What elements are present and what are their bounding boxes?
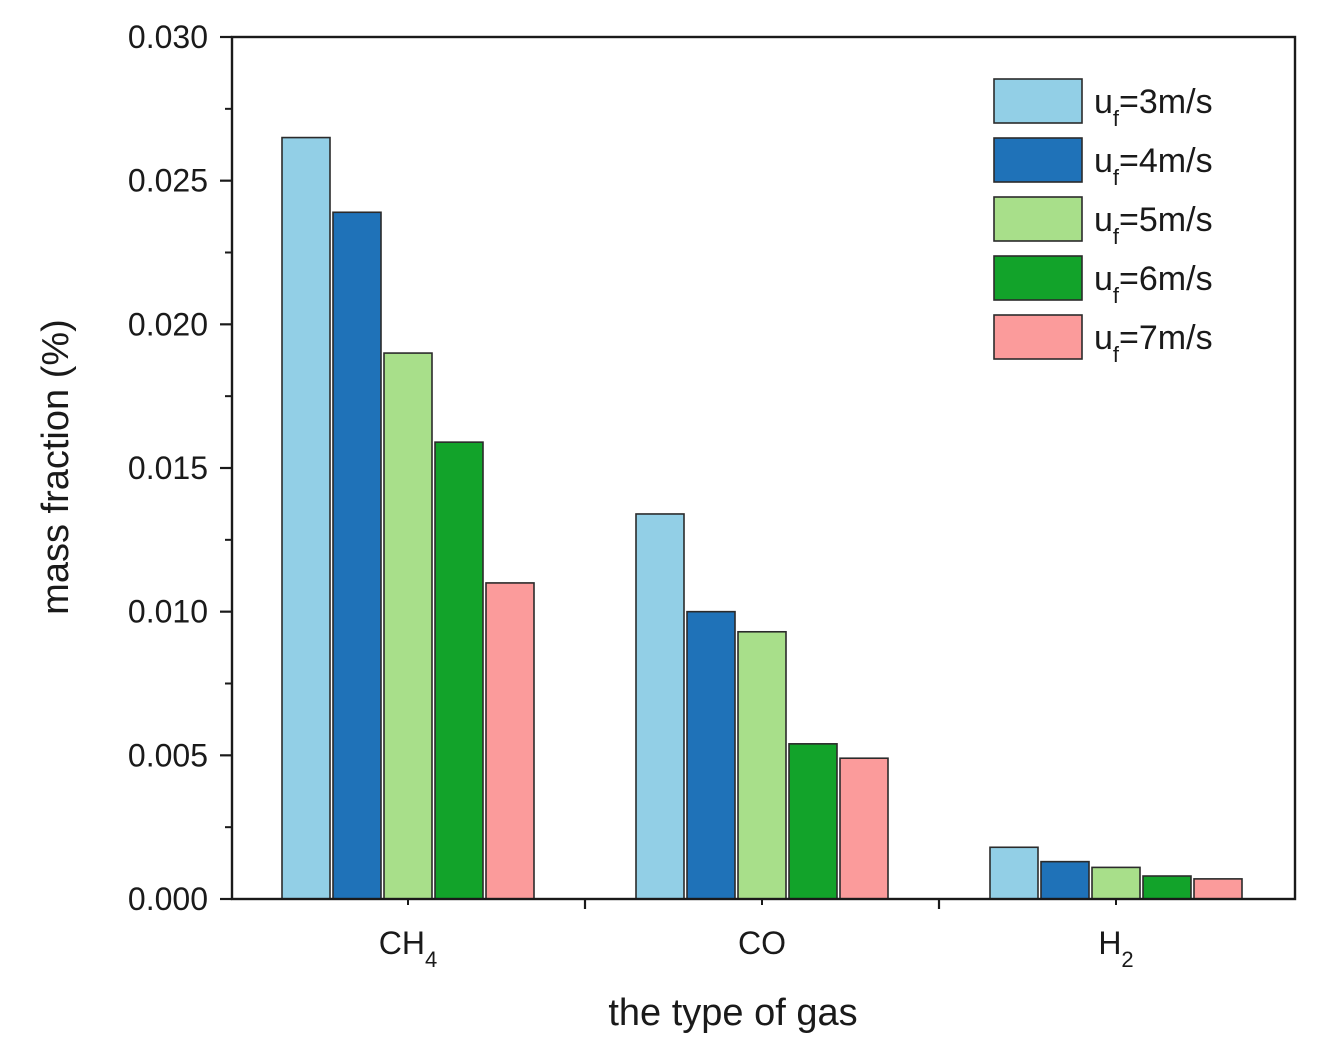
axes-layer: 0.000 0.005 0.010 0.015 0.020 0.025 0.030 CH4 CO… bbox=[128, 19, 1297, 972]
bar-1-series-4 bbox=[434, 441, 484, 900]
y-tick-label: 0.010 bbox=[128, 594, 208, 630]
bars-layer bbox=[281, 136, 1243, 900]
y-tick-label: 0.020 bbox=[128, 306, 208, 342]
bar-2-series-2 bbox=[686, 610, 736, 900]
legend-label-3: uf=5m/s bbox=[1094, 201, 1213, 249]
bar-2-series-4 bbox=[788, 743, 838, 900]
legend-label-4: uf=6m/s bbox=[1094, 260, 1213, 308]
bar-3-series-2 bbox=[1040, 860, 1090, 900]
legend-swatch-2 bbox=[993, 137, 1083, 183]
bar-1-series-1 bbox=[281, 136, 331, 900]
y-tick-label: 0.015 bbox=[128, 450, 208, 486]
legend: uf=3m/s uf=4m/s uf=5m/s uf=6m/s uf=7m/s bbox=[993, 78, 1213, 367]
y-tick-label: 0.030 bbox=[128, 19, 208, 55]
legend-label-5: uf=7m/s bbox=[1094, 319, 1213, 367]
x-tick-label-2: CO bbox=[738, 925, 786, 961]
y-axis-title: mass fraction (%) bbox=[35, 319, 77, 615]
y-tick-label: 0.025 bbox=[128, 163, 208, 199]
bar-2-series-5 bbox=[839, 757, 889, 900]
x-tick-label-1: CH4 bbox=[379, 925, 437, 972]
bar-1-series-2 bbox=[332, 211, 382, 900]
legend-swatch-4 bbox=[993, 255, 1083, 301]
y-tick-label: 0.000 bbox=[128, 881, 208, 917]
x-axis-title: the type of gas bbox=[608, 992, 857, 1034]
bar-3-series-3 bbox=[1091, 866, 1141, 900]
legend-label-2: uf=4m/s bbox=[1094, 142, 1213, 190]
bar-1-series-5 bbox=[485, 582, 535, 900]
bar-2-series-3 bbox=[737, 630, 787, 900]
bar-3-series-1 bbox=[989, 846, 1039, 900]
legend-swatch-1 bbox=[993, 78, 1083, 124]
bar-3-series-4 bbox=[1142, 875, 1192, 900]
legend-label-1: uf=3m/s bbox=[1094, 83, 1213, 131]
bar-3-series-5 bbox=[1193, 878, 1243, 900]
bar-2-series-1 bbox=[635, 513, 685, 900]
bar-1-series-3 bbox=[383, 352, 433, 900]
legend-swatch-3 bbox=[993, 196, 1083, 242]
legend-swatch-5 bbox=[993, 314, 1083, 360]
y-tick-label: 0.005 bbox=[128, 737, 208, 773]
x-tick-label-3: H2 bbox=[1098, 925, 1133, 972]
